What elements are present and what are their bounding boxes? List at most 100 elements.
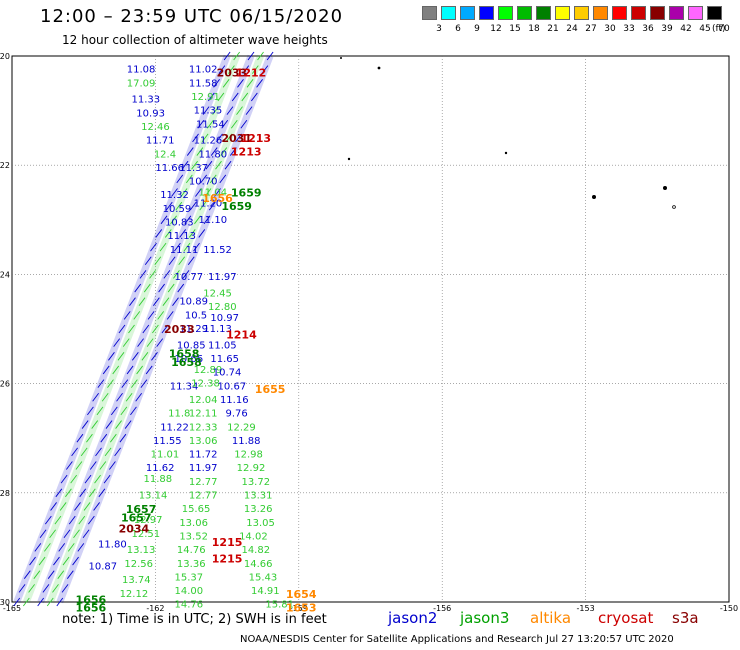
track-hatch	[225, 133, 233, 143]
track-hatch	[122, 338, 130, 347]
track-hatch	[113, 338, 121, 347]
track-hatch	[149, 270, 156, 279]
track-hatch	[236, 106, 243, 115]
track-hatch	[247, 51, 255, 61]
legend-swatch-label: 33	[623, 24, 635, 34]
swh-value: 11.66	[155, 163, 184, 174]
track-hatch	[217, 92, 225, 102]
track-hatch	[136, 365, 143, 375]
track-hatch	[115, 420, 122, 429]
track-hatch	[13, 597, 21, 607]
swh-value: 11.29	[179, 324, 208, 335]
track-hatch	[237, 79, 244, 88]
track-hatch	[101, 392, 109, 402]
track-hatch	[164, 229, 172, 238]
track-hatch	[207, 92, 215, 102]
swh-value: 11.62	[146, 463, 175, 474]
islands	[340, 57, 676, 209]
swh-value: 13.14	[139, 491, 168, 502]
track-hatch	[47, 570, 55, 579]
map-frame	[11, 55, 730, 603]
track-hatch	[119, 433, 127, 443]
swh-value: 10.66	[175, 354, 204, 365]
track-hatch	[240, 119, 248, 129]
swh-value: 9.76	[226, 409, 248, 420]
track-hatch	[182, 270, 190, 279]
pass-time: 1654	[286, 588, 317, 601]
track-hatch	[79, 488, 87, 498]
track-hatch	[152, 297, 160, 306]
track-hatch	[196, 147, 204, 156]
track-hatch	[124, 420, 132, 429]
track-hatch	[125, 392, 133, 402]
swh-value: 12.77	[189, 491, 218, 502]
island-marker	[592, 195, 596, 199]
track-hatch	[117, 352, 125, 361]
swh-value: 12.04	[189, 395, 218, 406]
track-hatch	[82, 529, 90, 539]
swh-value: 11.80	[98, 540, 127, 551]
lat-tick-label: -26	[0, 380, 10, 389]
legend-swatch-label: 27	[585, 24, 597, 34]
track-hatch	[78, 515, 86, 525]
swh-value: 11.08	[127, 65, 156, 76]
legend-swatch-label: 12	[490, 24, 502, 34]
track-hatch	[96, 406, 104, 416]
lat-tick-label: -24	[0, 270, 10, 279]
lat-tick-label: -30	[0, 598, 10, 607]
legend-swatch-label: 42	[680, 24, 692, 34]
track-hatch	[66, 461, 73, 470]
track-hatch	[120, 406, 128, 416]
legend-swatch-label: 24	[566, 24, 578, 34]
legend-swatch	[498, 6, 513, 20]
track-hatch	[195, 188, 202, 197]
swh-value: 10.97	[210, 313, 239, 324]
lon-tick-label: -150	[720, 604, 738, 613]
track-hatch	[241, 92, 249, 102]
legend-swatch	[593, 6, 608, 20]
track-hatch	[84, 474, 92, 484]
pass-time: 1212	[236, 66, 267, 79]
track-hatch	[72, 556, 79, 566]
swh-value: 11.8	[168, 409, 190, 420]
swh-value: 15.37	[175, 572, 204, 583]
track-hatch	[95, 447, 102, 457]
track-hatch	[144, 256, 152, 266]
swh-value: 10.77	[175, 272, 204, 283]
swh-value: 10.74	[213, 368, 242, 379]
legend-swatch	[555, 6, 570, 20]
track-hatch	[150, 242, 157, 252]
swh-value: 12.12	[120, 589, 149, 600]
legend-swatch	[441, 6, 456, 20]
pass-time: 1215	[212, 552, 243, 565]
legend-swatch	[631, 6, 646, 20]
swh-value: 11.04	[198, 188, 227, 199]
legend-swatch	[612, 6, 627, 20]
track-hatch	[49, 529, 56, 539]
track-hatch	[209, 174, 217, 184]
lat-tick-label: -28	[0, 489, 10, 498]
swh-value: 13.06	[189, 436, 218, 447]
swh-value: 11.13	[167, 231, 196, 242]
track-hatch	[193, 242, 200, 252]
track-hatch	[245, 106, 253, 115]
swh-value: 10.87	[88, 562, 117, 573]
track-hatch	[177, 283, 185, 293]
swh-value: 11.22	[160, 422, 189, 433]
track-hatch	[167, 283, 175, 293]
track-hatch	[213, 79, 220, 88]
track-hatch	[192, 133, 199, 143]
track-hatch	[18, 584, 26, 593]
track-hatch	[57, 570, 65, 579]
island-marker	[377, 66, 381, 70]
legend-swatch	[574, 6, 589, 20]
pass-time: 2033	[164, 323, 195, 336]
track-hatch	[156, 338, 164, 347]
pass-time: 1214	[226, 328, 257, 341]
legend-swatch-label: 36	[642, 24, 654, 34]
track-hatch	[28, 584, 35, 593]
swh-value: 11.54	[196, 119, 225, 130]
track-hatch	[109, 461, 116, 470]
